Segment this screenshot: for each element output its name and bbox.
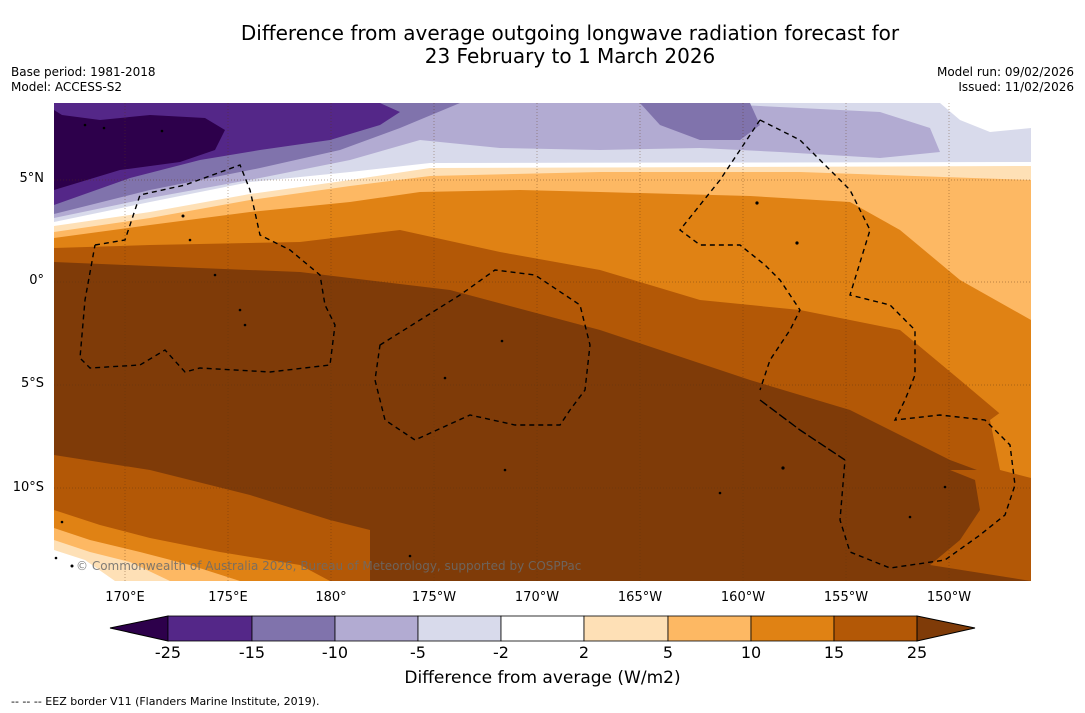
colorbar-cell-2 — [251, 615, 336, 642]
band-10-east — [990, 390, 1031, 478]
lat-label-0: 0° — [29, 273, 44, 288]
eez-dash-long — [759, 399, 846, 461]
eez-borders — [79, 119, 1016, 569]
title-line-1: Difference from average outgoing longwav… — [240, 21, 900, 45]
white-patch-ne — [940, 103, 1031, 132]
eez-footnote: -- -- -- EEZ border V11 (Flanders Marine… — [11, 695, 320, 708]
colorbar-title: Difference from average (W/m2) — [404, 668, 681, 688]
lon-label-150w: 150°W — [926, 590, 972, 605]
islands — [54, 123, 947, 568]
lon-label-155w: 155°W — [823, 590, 869, 605]
copyright-text: © Commonwealth of Australia 2026, Bureau… — [76, 559, 582, 573]
colorbar-cell-5 — [500, 615, 585, 642]
band-m15-east — [640, 103, 760, 140]
lon-label-160w: 160°W — [720, 590, 766, 605]
model-run: Model run: 09/02/2026 — [936, 65, 1074, 79]
cb-tick-5: 2 — [578, 643, 590, 662]
lon-label-170e: 170°E — [105, 590, 145, 605]
colorbar-cell-8 — [750, 615, 835, 642]
lon-label-170w: 170°W — [514, 590, 560, 605]
meta-left: Base period: 1981-2018 Model: ACCESS-S2 — [11, 65, 156, 95]
lon-label-175e: 175°E — [208, 590, 248, 605]
base-period: Base period: 1981-2018 — [11, 65, 156, 79]
colorbar-cell-6 — [583, 615, 669, 642]
colorbar-cell-9 — [833, 615, 918, 642]
cb-tick-9: 25 — [906, 643, 928, 662]
cb-tick-8: 15 — [823, 643, 845, 662]
lat-label-5s: 5°S — [20, 376, 44, 391]
chart-title: Difference from average outgoing longwav… — [0, 22, 1085, 68]
colorbar-cell-4 — [417, 615, 502, 642]
cb-tick-7: 10 — [740, 643, 762, 662]
lon-label-165w: 165°W — [617, 590, 663, 605]
band-neutral-south — [54, 550, 115, 581]
colorbar — [109, 615, 976, 642]
eez-tokelau — [374, 269, 591, 441]
issued-date: Issued: 11/02/2026 — [958, 80, 1074, 94]
lat-label-10s: 10°S — [12, 480, 44, 495]
meta-right: Model run: 09/02/2026 Issued: 11/02/2026 — [937, 65, 1074, 95]
cb-tick-0: -25 — [154, 643, 182, 662]
cb-tick-3: -5 — [410, 643, 426, 662]
cb-tick-6: 5 — [662, 643, 674, 662]
colorbar-cell-1 — [167, 615, 253, 642]
eez-tuvalu-kiribati — [79, 164, 336, 373]
cb-tick-1: -15 — [238, 643, 266, 662]
colorbar-cell-7 — [667, 615, 752, 642]
cb-tick-2: -10 — [321, 643, 349, 662]
colorbar-cell-3 — [334, 615, 419, 642]
anomaly-field — [54, 103, 1031, 581]
lon-label-175w: 175°W — [411, 590, 457, 605]
model-name: Model: ACCESS-S2 — [11, 80, 123, 94]
eez-line-islands — [759, 119, 1016, 569]
gridlines — [54, 103, 1031, 581]
eez-phoenix — [679, 119, 801, 391]
colorbar-ext-high — [916, 615, 976, 642]
cb-tick-4: -2 — [493, 643, 509, 662]
lat-label-5n: 5°N — [19, 171, 45, 186]
lon-label-180: 180° — [315, 590, 347, 605]
band-m25-b — [54, 110, 225, 190]
colorbar-ext-low — [109, 615, 169, 642]
title-line-2: 23 February to 1 March 2026 — [424, 44, 716, 68]
